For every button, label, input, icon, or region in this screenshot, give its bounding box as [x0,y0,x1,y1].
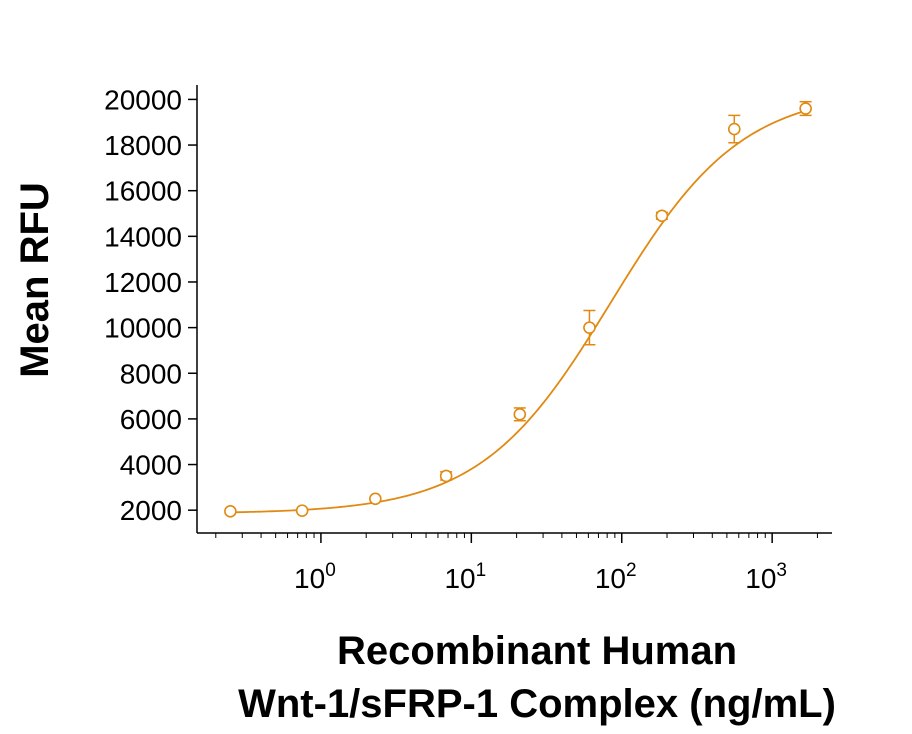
x-tick-exponent: 1 [476,560,487,581]
y-tick-label: 18000 [104,130,182,161]
plot-area [224,100,812,518]
y-axis: 2000 4000 6000 8000 10000 12000 14000 16000 1800… [104,84,198,533]
x-tick-exponent: 0 [325,560,336,581]
y-tick-label: 6000 [120,404,182,435]
data-point [655,209,669,223]
x-tick-label: 103 [745,560,787,594]
x-tick-base: 10 [294,563,325,594]
x-tick-base: 10 [444,563,475,594]
x-tick-exponent: 3 [776,560,787,581]
data-point [727,122,741,136]
y-tick-label: 8000 [120,358,182,389]
y-axis-title: Mean RFU [13,182,57,378]
x-tick-exponent: 2 [626,560,637,581]
data-point [295,504,309,517]
x-axis: 100 101 102 103 [197,532,832,594]
x-tick-label: 101 [444,560,486,594]
x-axis-title-line-2: Wnt-1/sFRP-1 Complex (ng/mL) [238,682,836,726]
data-point [513,408,527,421]
x-tick-base: 10 [595,563,626,594]
y-tick-label: 16000 [104,176,182,207]
x-tick-label: 100 [294,560,336,594]
data-point [369,492,382,506]
y-tick-label: 12000 [104,267,182,298]
y-tick-label: 2000 [120,495,182,526]
y-tick-label: 10000 [104,313,182,344]
y-tick-label: 14000 [104,221,182,252]
fit-curve [230,109,806,514]
data-point [799,102,812,115]
x-axis-title-line-1: Recombinant Human [337,629,737,673]
data-point [583,321,596,334]
data-point [439,469,453,483]
y-tick-label: 4000 [120,450,182,481]
data-point [224,505,237,518]
x-tick-label: 102 [595,560,637,594]
y-tick-label: 20000 [104,84,182,115]
x-tick-base: 10 [745,563,776,594]
